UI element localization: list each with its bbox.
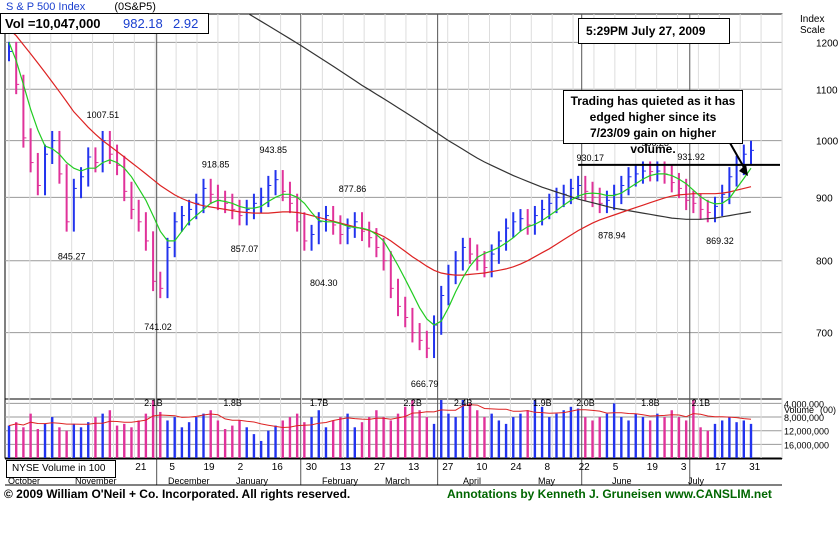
volume-label: 2.4B <box>454 398 473 408</box>
timestamp-box: 5:29PM July 27, 2009 <box>578 18 730 44</box>
day-tick-label: 13 <box>408 462 420 473</box>
ma-short-line <box>8 42 752 326</box>
volume-label: 2.1B <box>692 398 711 408</box>
annotation-box: Trading has quieted as it has edged high… <box>563 90 743 156</box>
month-label: February <box>322 476 359 486</box>
volume-label: 1.8B <box>223 398 242 408</box>
price-tick-label: 800 <box>816 257 833 268</box>
volume-label: 1.9B <box>533 398 552 408</box>
annotation-credit: Annotations by Kenneth J. Gruneisen www.… <box>447 487 772 501</box>
annotation-arrow-head <box>739 164 748 176</box>
volume-legend-box: NYSE Volume in 100 <box>6 460 116 478</box>
price-axis-title-line1: Index <box>800 14 824 25</box>
price-axis-title-line2: Scale <box>800 25 825 36</box>
volume-tick-label: 4,000,000 <box>784 399 824 409</box>
price-label: 857.07 <box>231 244 259 254</box>
index-symbol: (0S&P5) <box>114 1 156 13</box>
copyright: © 2009 William O'Neil + Co. Incorporated… <box>4 487 351 501</box>
month-label: April <box>463 476 481 486</box>
month-label: July <box>688 476 705 486</box>
price-tick-label: 1200 <box>816 38 839 49</box>
price-readout: 982.18 <box>123 16 163 31</box>
month-label: June <box>612 476 632 486</box>
price-label: 1007.51 <box>87 110 120 120</box>
day-tick-label: 5 <box>613 462 619 473</box>
day-tick-label: 24 <box>510 462 522 473</box>
day-tick-label: 30 <box>306 462 318 473</box>
timestamp: 5:29PM July 27, 2009 <box>586 24 706 38</box>
day-tick-label: 3 <box>681 462 687 473</box>
volume-price-box: Vol =10,047,000 982.18 2.92 <box>0 13 209 34</box>
day-tick-label: 13 <box>340 462 352 473</box>
price-label: 741.02 <box>144 322 172 332</box>
price-tick-label: 1100 <box>816 85 838 96</box>
volume-tick-label: 8,000,000 <box>784 413 824 423</box>
volume-label: 1.7B <box>310 398 329 408</box>
change-readout: 2.92 <box>173 16 199 31</box>
volume-axis-title: Volume <box>784 405 814 415</box>
plot-area <box>4 13 783 459</box>
day-tick-label: 16 <box>272 462 284 473</box>
day-tick-label: 27 <box>374 462 386 473</box>
index-name-header: S & P 500 Index (0S&P5) <box>6 1 156 13</box>
day-tick-label: 22 <box>579 462 591 473</box>
day-tick-label: 19 <box>204 462 216 473</box>
day-tick-label: 27 <box>442 462 454 473</box>
volume-tick-label: 16,000,000 <box>784 440 829 450</box>
month-label: November <box>75 476 117 486</box>
month-label: October <box>8 476 40 486</box>
price-label: 918.85 <box>202 160 230 170</box>
price-label: 804.30 <box>310 278 338 288</box>
price-label: 930.17 <box>577 153 605 163</box>
volume-label: 2.0B <box>576 398 595 408</box>
volume-average-line <box>8 404 752 429</box>
price-label: 666.79 <box>411 379 439 389</box>
volume-legend: NYSE Volume in 100 <box>12 463 106 474</box>
price-label: 845.27 <box>58 251 86 261</box>
volume-axis-unit: (00) <box>820 405 836 415</box>
day-tick-label: 21 <box>135 462 147 473</box>
price-tick-label: 900 <box>816 193 833 204</box>
day-tick-label: 8 <box>545 462 551 473</box>
day-tick-label: 31 <box>749 462 761 473</box>
ma-long-line <box>247 14 752 220</box>
ma-mid-line <box>8 28 752 276</box>
annotation-text: Trading has quieted as it has edged high… <box>570 94 736 156</box>
price-label: 943.85 <box>260 145 288 155</box>
price-label: 878.94 <box>598 230 626 240</box>
month-label: December <box>168 476 210 486</box>
volume-label: 2.1B <box>144 398 163 408</box>
index-name: S & P 500 Index <box>6 1 86 13</box>
day-tick-label: 19 <box>647 462 659 473</box>
day-tick-label: 2 <box>238 462 244 473</box>
volume-label: 2.2B <box>403 398 422 408</box>
volume-tick-label: 12,000,000 <box>784 427 829 437</box>
month-label: January <box>236 476 269 486</box>
volume-label: 1.8B <box>641 398 660 408</box>
price-label: 869.32 <box>706 236 734 246</box>
annotation-arrow <box>729 142 747 172</box>
day-tick-label: 5 <box>169 462 175 473</box>
price-tick-label: 700 <box>816 329 833 340</box>
day-tick-label: 17 <box>715 462 727 473</box>
price-label: 931.92 <box>677 152 705 162</box>
month-label: May <box>538 476 556 486</box>
price-label: 877.86 <box>339 184 367 194</box>
month-label: March <box>385 476 410 486</box>
price-tick-label: 1000 <box>816 137 839 148</box>
volume-readout: Vol =10,047,000 <box>5 16 101 31</box>
day-tick-label: 10 <box>476 462 488 473</box>
